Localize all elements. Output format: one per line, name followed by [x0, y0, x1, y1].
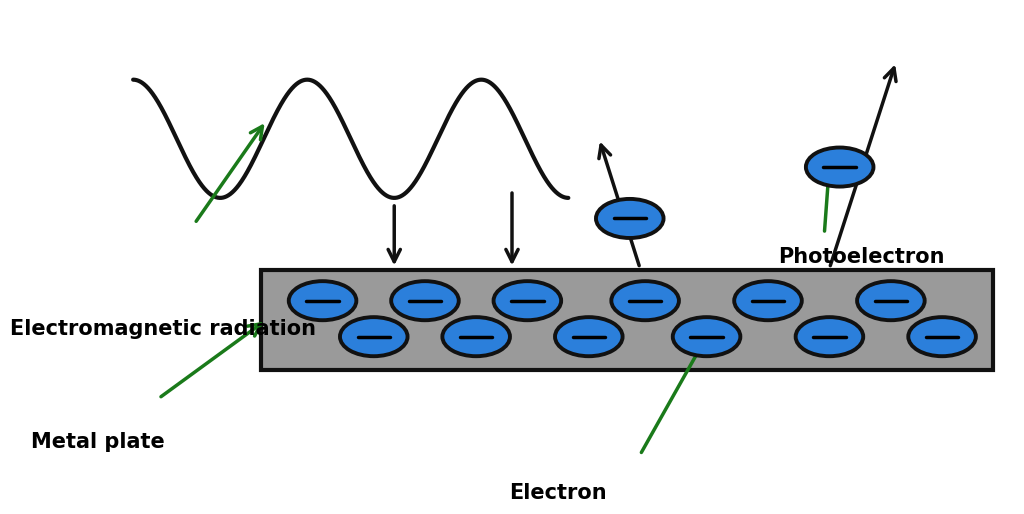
Ellipse shape: [596, 199, 664, 238]
Ellipse shape: [796, 317, 863, 356]
Ellipse shape: [857, 281, 925, 320]
Ellipse shape: [611, 281, 679, 320]
Ellipse shape: [289, 281, 356, 320]
Text: Metal plate: Metal plate: [31, 432, 165, 452]
Bar: [261, 270, 993, 370]
Text: Electron: Electron: [509, 484, 607, 503]
Ellipse shape: [908, 317, 976, 356]
Ellipse shape: [391, 281, 459, 320]
Ellipse shape: [806, 148, 873, 187]
Ellipse shape: [555, 317, 623, 356]
Ellipse shape: [673, 317, 740, 356]
Ellipse shape: [494, 281, 561, 320]
Text: Photoelectron: Photoelectron: [778, 247, 945, 267]
Ellipse shape: [734, 281, 802, 320]
Text: Electromagnetic radiation: Electromagnetic radiation: [10, 319, 316, 339]
Ellipse shape: [340, 317, 408, 356]
Ellipse shape: [442, 317, 510, 356]
